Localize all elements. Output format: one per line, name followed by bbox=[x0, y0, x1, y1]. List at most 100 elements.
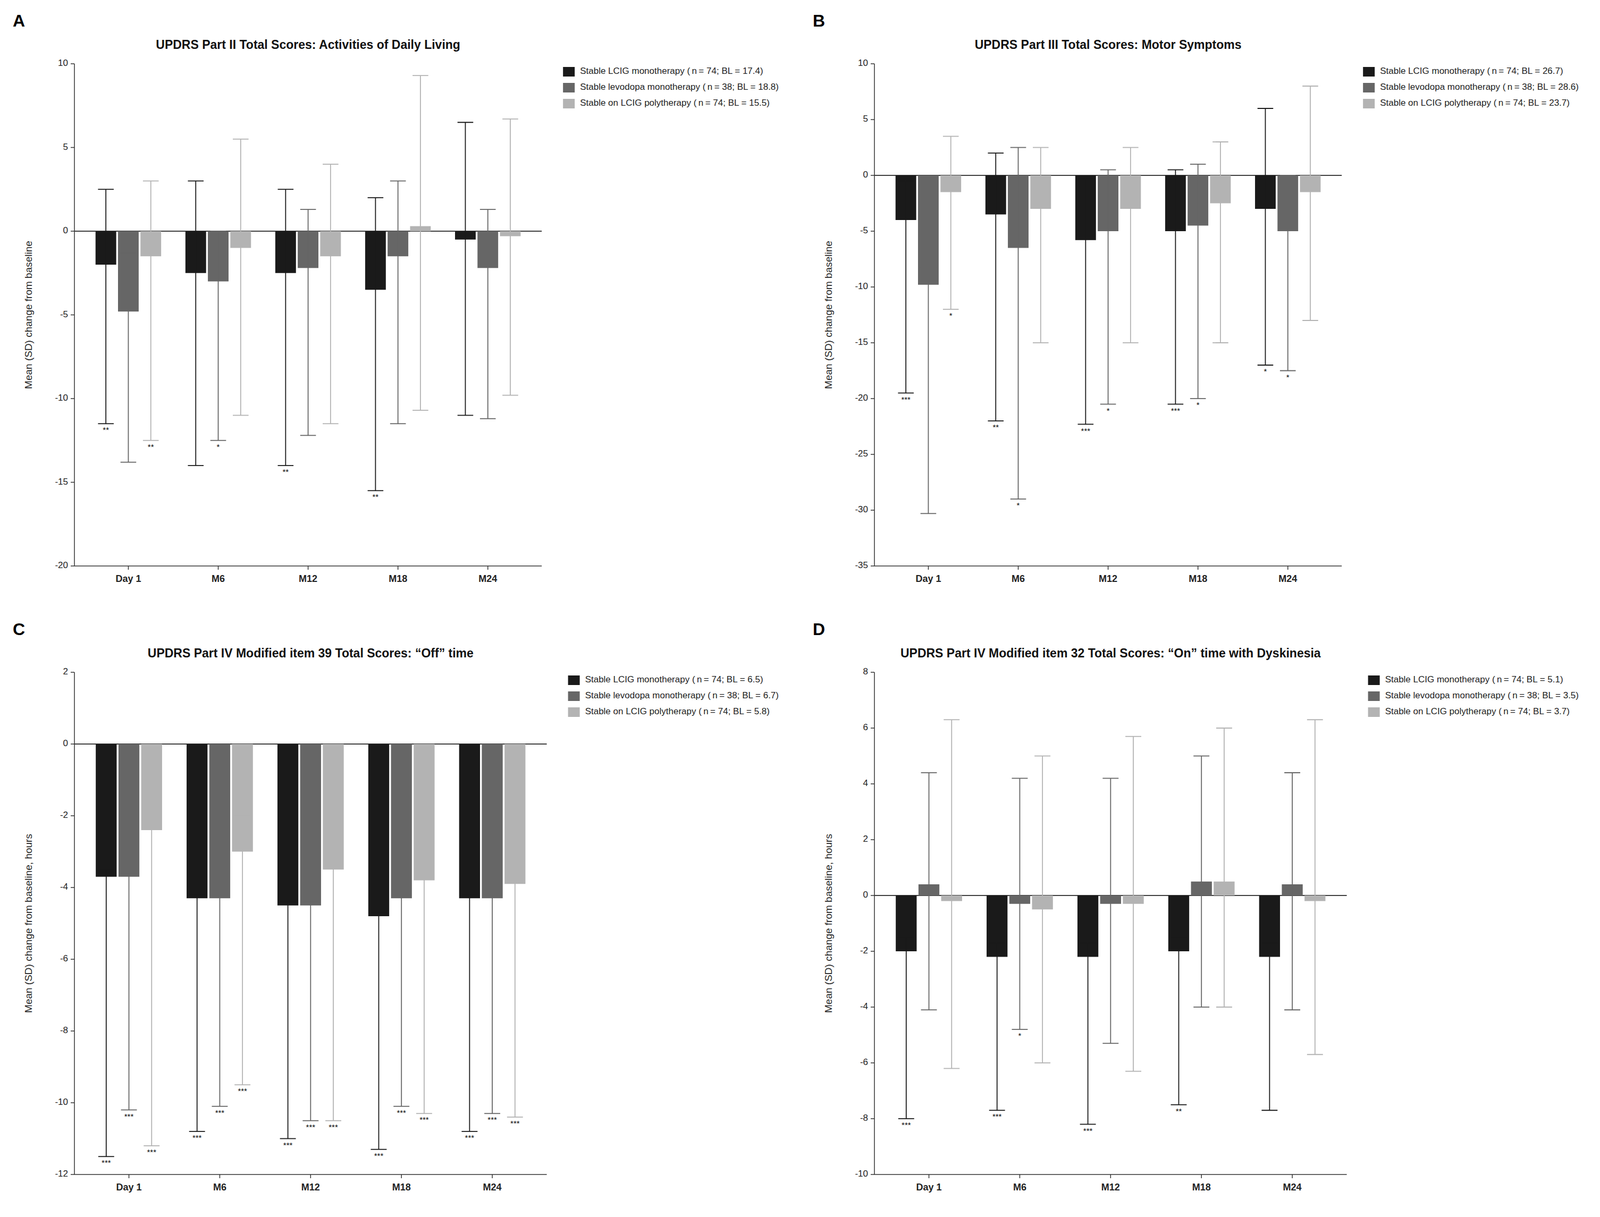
error-cap-high bbox=[1190, 163, 1207, 165]
error-bar bbox=[468, 895, 470, 1133]
y-tick-label: -15 bbox=[854, 337, 869, 348]
legend-label: Stable LCIG monotherapy ( n = 74; BL = 6… bbox=[585, 674, 764, 685]
error-bar bbox=[1200, 756, 1202, 1008]
x-tick-label: Day 1 bbox=[916, 1182, 942, 1193]
error-bar bbox=[995, 153, 997, 421]
y-tick-label: -10 bbox=[54, 392, 69, 403]
error-cap-high bbox=[1280, 174, 1296, 176]
x-tick bbox=[128, 1174, 130, 1179]
y-tick bbox=[870, 119, 875, 121]
error-cap-high bbox=[121, 872, 138, 874]
legend-swatch bbox=[1362, 98, 1375, 109]
legend-label: Stable levodopa monotherapy ( n = 38; BL… bbox=[1385, 690, 1579, 701]
y-tick-label: 4 bbox=[863, 778, 869, 789]
error-bar bbox=[1040, 147, 1042, 344]
x-tick bbox=[491, 1174, 493, 1179]
error-bar bbox=[150, 794, 153, 1147]
significance-label: * bbox=[216, 442, 221, 452]
error-cap-low bbox=[367, 490, 384, 492]
error-bar bbox=[309, 902, 311, 1122]
error-cap-low bbox=[1212, 342, 1229, 344]
error-cap-low bbox=[1302, 320, 1319, 322]
error-cap-low bbox=[189, 1131, 206, 1133]
error-cap-low bbox=[989, 1109, 1006, 1111]
y-tick bbox=[870, 950, 875, 953]
error-cap-low bbox=[943, 1068, 960, 1070]
x-tick bbox=[1019, 1174, 1021, 1179]
y-tick-label: -15 bbox=[54, 476, 69, 487]
significance-label: *** bbox=[510, 1118, 520, 1128]
error-cap-high bbox=[1102, 778, 1119, 780]
y-axis-line bbox=[73, 63, 75, 567]
error-bar bbox=[1219, 141, 1221, 343]
error-cap-low bbox=[232, 415, 249, 417]
error-cap-high bbox=[189, 894, 206, 896]
error-cap-low bbox=[1261, 1109, 1278, 1111]
significance-label: * bbox=[949, 310, 953, 320]
legend-label: Stable levodopa monotherapy ( n = 38; BL… bbox=[579, 81, 779, 92]
error-bar bbox=[1174, 170, 1176, 405]
error-cap-low bbox=[1280, 370, 1296, 372]
error-cap-high bbox=[1010, 147, 1027, 149]
error-cap-low bbox=[142, 440, 159, 442]
y-tick-label: -12 bbox=[54, 1168, 69, 1180]
y-tick bbox=[870, 1174, 875, 1176]
bar bbox=[209, 744, 231, 899]
error-bar bbox=[374, 197, 376, 491]
significance-label: *** bbox=[215, 1108, 225, 1118]
y-tick-label: 6 bbox=[863, 722, 869, 733]
panel-label: B bbox=[812, 11, 825, 31]
error-cap-low bbox=[1080, 1124, 1097, 1126]
significance-label: * bbox=[1106, 406, 1110, 416]
bar bbox=[118, 744, 140, 878]
y-tick-label: -20 bbox=[54, 560, 69, 571]
x-tick-label: M24 bbox=[1278, 573, 1298, 585]
legend-swatch bbox=[562, 66, 575, 77]
significance-label: * bbox=[1016, 500, 1021, 510]
error-cap-high bbox=[143, 794, 160, 796]
legend-swatch bbox=[1362, 66, 1375, 77]
error-bar bbox=[1132, 736, 1134, 1072]
error-cap-high bbox=[507, 865, 524, 867]
error-bar bbox=[1314, 719, 1316, 1055]
error-cap-low bbox=[1190, 398, 1207, 400]
x-tick bbox=[219, 1174, 221, 1179]
error-bar bbox=[287, 902, 289, 1140]
error-cap-high bbox=[120, 252, 137, 254]
error-cap-high bbox=[234, 815, 251, 817]
error-cap-high bbox=[97, 188, 114, 190]
y-tick-label: 0 bbox=[863, 889, 869, 900]
error-cap-high bbox=[989, 942, 1006, 944]
error-cap-high bbox=[943, 719, 960, 721]
y-tick-label: 10 bbox=[857, 57, 869, 69]
error-cap-high bbox=[897, 180, 914, 182]
error-cap-high bbox=[98, 869, 115, 871]
error-cap-high bbox=[390, 180, 407, 182]
panel: Stable LCIG monotherapy ( n = 74; BL = 1… bbox=[12, 11, 779, 585]
legend-swatch bbox=[1368, 707, 1380, 718]
error-cap-high bbox=[898, 937, 915, 939]
error-bar bbox=[330, 164, 332, 424]
y-tick-label: -10 bbox=[854, 1168, 869, 1180]
error-bar bbox=[419, 75, 421, 411]
error-cap-low bbox=[484, 1113, 501, 1115]
error-cap-high bbox=[987, 152, 1004, 154]
error-cap-low bbox=[1193, 1006, 1210, 1008]
x-tick bbox=[487, 566, 489, 570]
y-tick-label: 0 bbox=[863, 169, 869, 180]
title: UPDRS Part III Total Scores: Motor Sympt… bbox=[974, 37, 1242, 52]
y-tick-label: -2 bbox=[860, 945, 869, 956]
error-bar bbox=[240, 139, 242, 416]
y-tick bbox=[70, 1174, 75, 1176]
y-tick-label: 8 bbox=[863, 666, 869, 677]
significance-label: *** bbox=[1083, 1126, 1093, 1136]
y-tick bbox=[870, 783, 875, 785]
error-bar bbox=[1197, 164, 1199, 399]
y-tick bbox=[70, 482, 75, 484]
error-cap-high bbox=[1257, 107, 1274, 109]
error-bar bbox=[1287, 175, 1289, 372]
error-cap-high bbox=[302, 901, 319, 903]
error-cap-low bbox=[1167, 403, 1184, 406]
x-tick bbox=[310, 1174, 312, 1179]
error-cap-high bbox=[393, 894, 410, 896]
